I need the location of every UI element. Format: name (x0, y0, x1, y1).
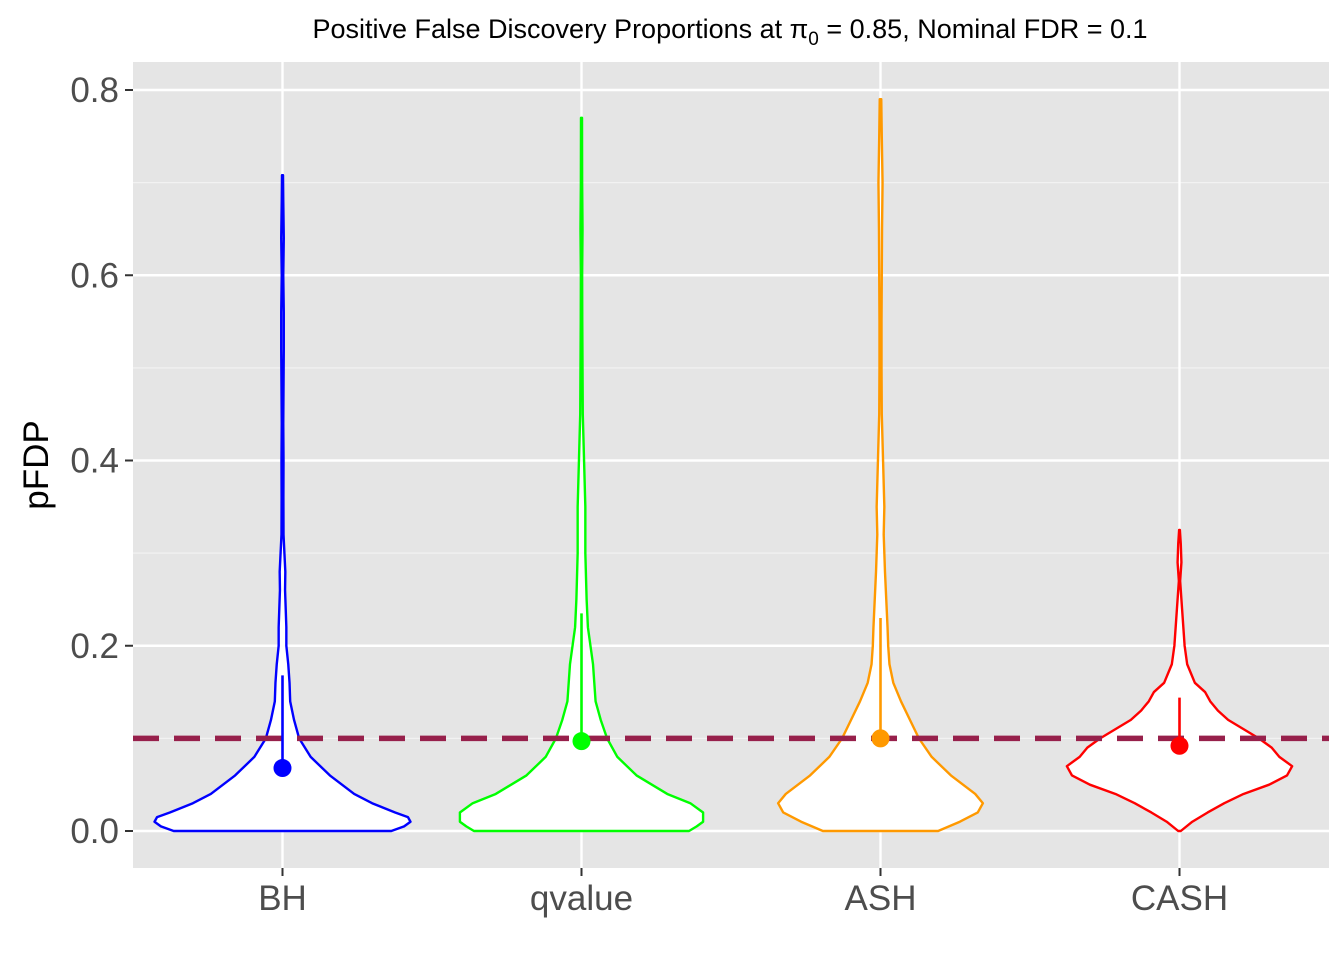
violin-qvalue (458, 116, 705, 833)
summary-point-cash (1170, 736, 1189, 755)
y-tick-label: 0.0 (70, 812, 119, 851)
x-tick-label: ASH (845, 879, 917, 918)
x-tick-label: CASH (1131, 879, 1228, 918)
violin-cash (1065, 528, 1294, 833)
violins (153, 98, 1294, 833)
y-tick-label: 0.4 (70, 442, 119, 481)
chart-title: Positive False Discovery Proportions at … (312, 14, 1147, 50)
violin-ash (776, 98, 985, 833)
y-axis-label: pFDP (17, 420, 56, 509)
y-axis-ticks: 0.0 0.2 0.4 0.6 0.8 (70, 71, 133, 851)
x-tick-label: qvalue (530, 879, 633, 918)
x-axis-ticks: BH qvalue ASH CASH (258, 868, 1228, 918)
chart-title-symbol: π (790, 14, 809, 44)
violin-bh (153, 174, 412, 833)
y-tick-label: 0.6 (70, 256, 119, 295)
summary-point-bh (273, 759, 292, 778)
chart-title-suffix: = 0.85, Nominal FDR = 0.1 (819, 14, 1148, 44)
chart-title-prefix: Positive False Discovery Proportions at (312, 14, 789, 44)
y-tick-label: 0.2 (70, 627, 119, 666)
summary-point-qvalue (572, 732, 591, 751)
summary-point-ash (871, 729, 890, 748)
summary-marks (273, 613, 1189, 778)
y-tick-label: 0.8 (70, 71, 119, 110)
x-tick-label: BH (258, 879, 307, 918)
chart-title-subscript: 0 (808, 29, 819, 50)
